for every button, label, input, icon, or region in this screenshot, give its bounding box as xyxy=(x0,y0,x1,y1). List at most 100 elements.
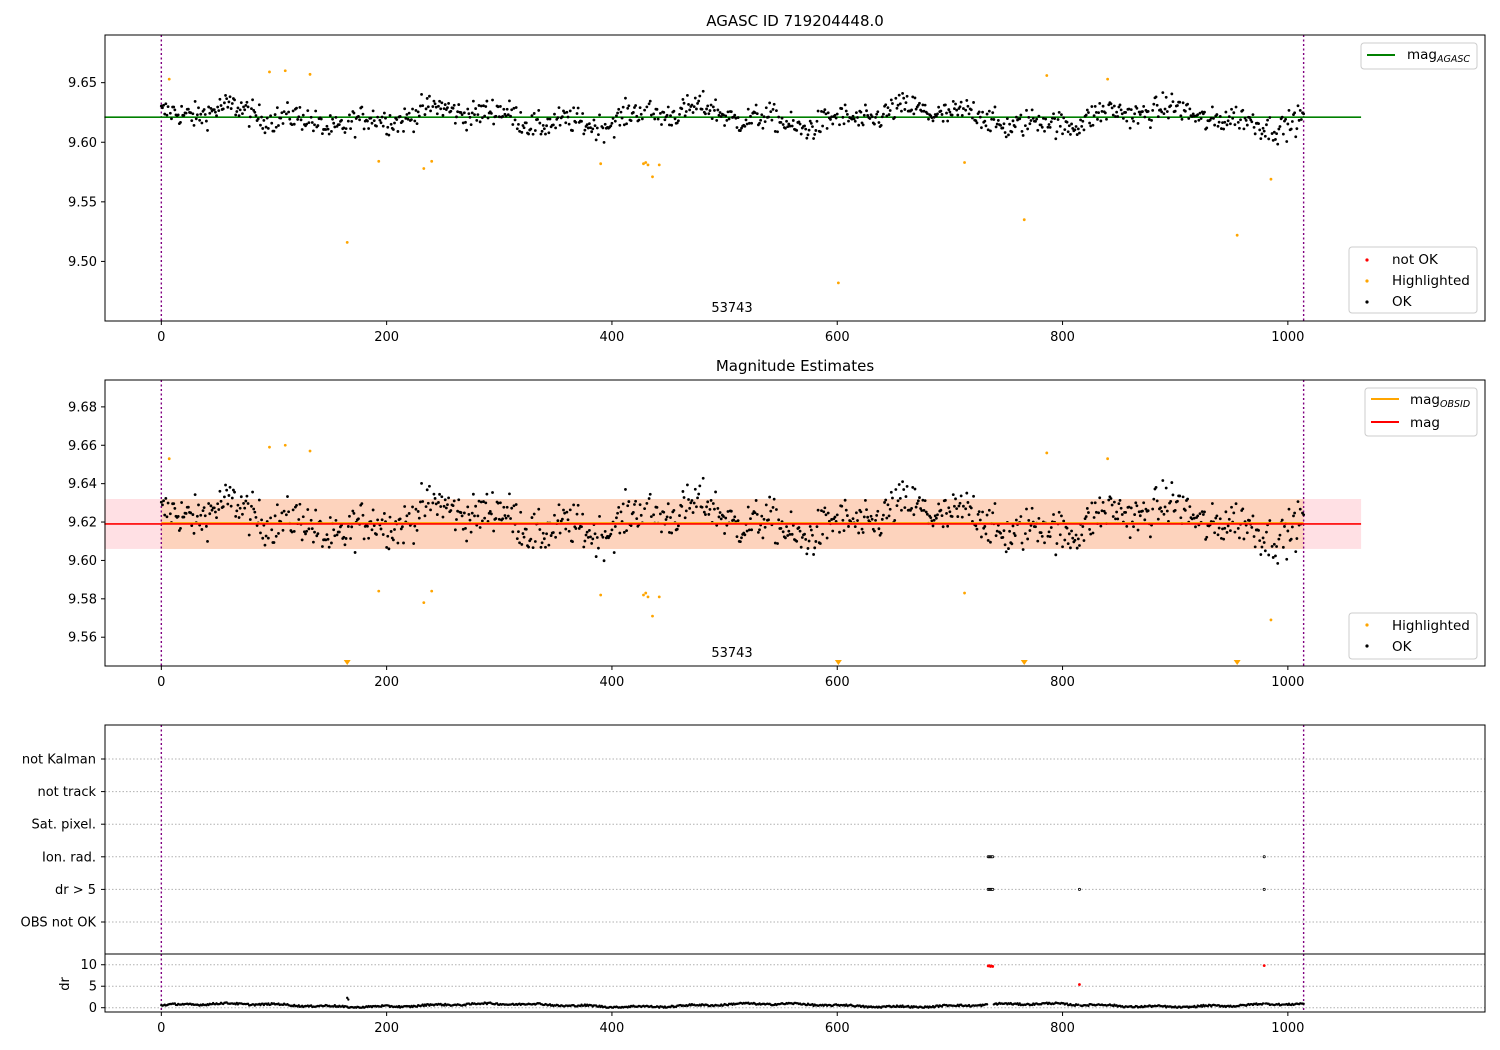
panel-mag-y-axis: 9.569.589.609.629.649.669.68 xyxy=(68,400,105,646)
ok-point xyxy=(833,113,837,117)
ok-point xyxy=(894,96,898,100)
ok-point xyxy=(435,513,439,516)
ok-point xyxy=(405,514,409,518)
ok-point xyxy=(499,501,502,505)
ok-point xyxy=(216,502,220,506)
ok-point xyxy=(688,108,692,112)
ok-point xyxy=(771,107,775,111)
ok-point xyxy=(619,510,623,514)
ok-point xyxy=(350,525,354,529)
ok-point xyxy=(957,504,961,508)
ok-point xyxy=(593,532,597,536)
ok-point xyxy=(334,115,338,119)
ok-point xyxy=(263,543,267,547)
ok-point xyxy=(360,105,364,109)
ok-point xyxy=(708,109,712,112)
ok-point xyxy=(1143,115,1147,119)
ok-point xyxy=(461,527,465,531)
ok-point xyxy=(1093,105,1097,108)
ok-point xyxy=(246,105,250,109)
ok-point xyxy=(235,509,239,513)
ok-point xyxy=(521,124,525,127)
ok-point xyxy=(1173,109,1177,113)
ok-point xyxy=(486,116,490,120)
highlighted-point xyxy=(283,69,287,73)
ok-point xyxy=(1076,537,1080,541)
ok-point xyxy=(1258,128,1262,132)
ok-point xyxy=(464,526,467,530)
ok-point xyxy=(230,496,234,500)
y-tick-label: 9.55 xyxy=(68,195,97,210)
ok-point xyxy=(503,514,507,517)
ok-point xyxy=(1161,479,1165,482)
ok-point xyxy=(170,117,173,121)
ok-point xyxy=(566,518,570,522)
ok-point xyxy=(826,111,830,115)
ok-point xyxy=(1020,541,1024,545)
ok-point xyxy=(719,517,723,521)
ok-point xyxy=(805,136,809,140)
panel-agasc-legend-top: magAGASC xyxy=(1360,42,1478,70)
ok-point xyxy=(684,110,688,113)
ok-point xyxy=(724,114,728,118)
ok-point xyxy=(1121,116,1125,120)
ok-point xyxy=(874,518,877,522)
ok-point xyxy=(708,508,712,511)
ok-point xyxy=(655,107,659,111)
ok-point xyxy=(219,104,223,107)
ok-point xyxy=(854,511,858,515)
ok-point xyxy=(706,104,710,108)
ok-point xyxy=(391,538,395,542)
ok-point xyxy=(1133,112,1137,116)
ok-point xyxy=(591,537,595,541)
ok-point xyxy=(670,123,674,127)
ok-point xyxy=(1042,116,1045,120)
ok-point xyxy=(575,112,579,115)
ok-point xyxy=(965,99,969,102)
ok-point xyxy=(598,514,601,518)
ok-point xyxy=(179,526,182,530)
ok-point xyxy=(869,514,873,518)
ok-point xyxy=(1120,513,1124,516)
ok-point xyxy=(727,117,731,121)
ok-point xyxy=(300,128,304,131)
ok-point xyxy=(1250,120,1254,124)
ok-point xyxy=(386,534,390,538)
ok-point xyxy=(1034,525,1037,529)
ok-point xyxy=(991,111,995,115)
ok-point xyxy=(740,126,743,130)
ok-point xyxy=(1011,119,1015,123)
ok-point xyxy=(1205,126,1209,130)
ok-point xyxy=(962,107,965,110)
y-tick-label: 9.58 xyxy=(68,592,97,607)
ok-point xyxy=(519,510,523,514)
ok-point xyxy=(384,116,387,120)
ok-point xyxy=(791,119,795,122)
ok-point xyxy=(1218,114,1222,118)
ok-point xyxy=(261,127,265,130)
ok-point xyxy=(1226,524,1230,528)
ok-point xyxy=(710,117,714,121)
ok-point xyxy=(974,119,978,123)
ok-point xyxy=(292,529,296,533)
ok-point xyxy=(286,101,289,104)
ok-point xyxy=(803,124,806,128)
ok-point xyxy=(929,516,933,520)
ok-point xyxy=(754,103,758,107)
ok-point xyxy=(1107,498,1111,502)
ok-point xyxy=(176,514,180,518)
ok-point xyxy=(164,496,168,500)
ok-point xyxy=(670,531,674,535)
ok-point xyxy=(1159,506,1162,510)
ok-point xyxy=(687,103,690,106)
ok-point xyxy=(1297,118,1301,122)
ok-point xyxy=(753,111,757,115)
ok-point xyxy=(904,101,908,105)
ok-point xyxy=(715,119,719,122)
y-tick-label: 9.68 xyxy=(68,400,97,415)
ok-point xyxy=(269,516,272,520)
highlighted-point xyxy=(308,449,312,453)
ok-point xyxy=(576,106,580,110)
ok-point xyxy=(1178,100,1182,104)
ok-point xyxy=(227,100,231,104)
